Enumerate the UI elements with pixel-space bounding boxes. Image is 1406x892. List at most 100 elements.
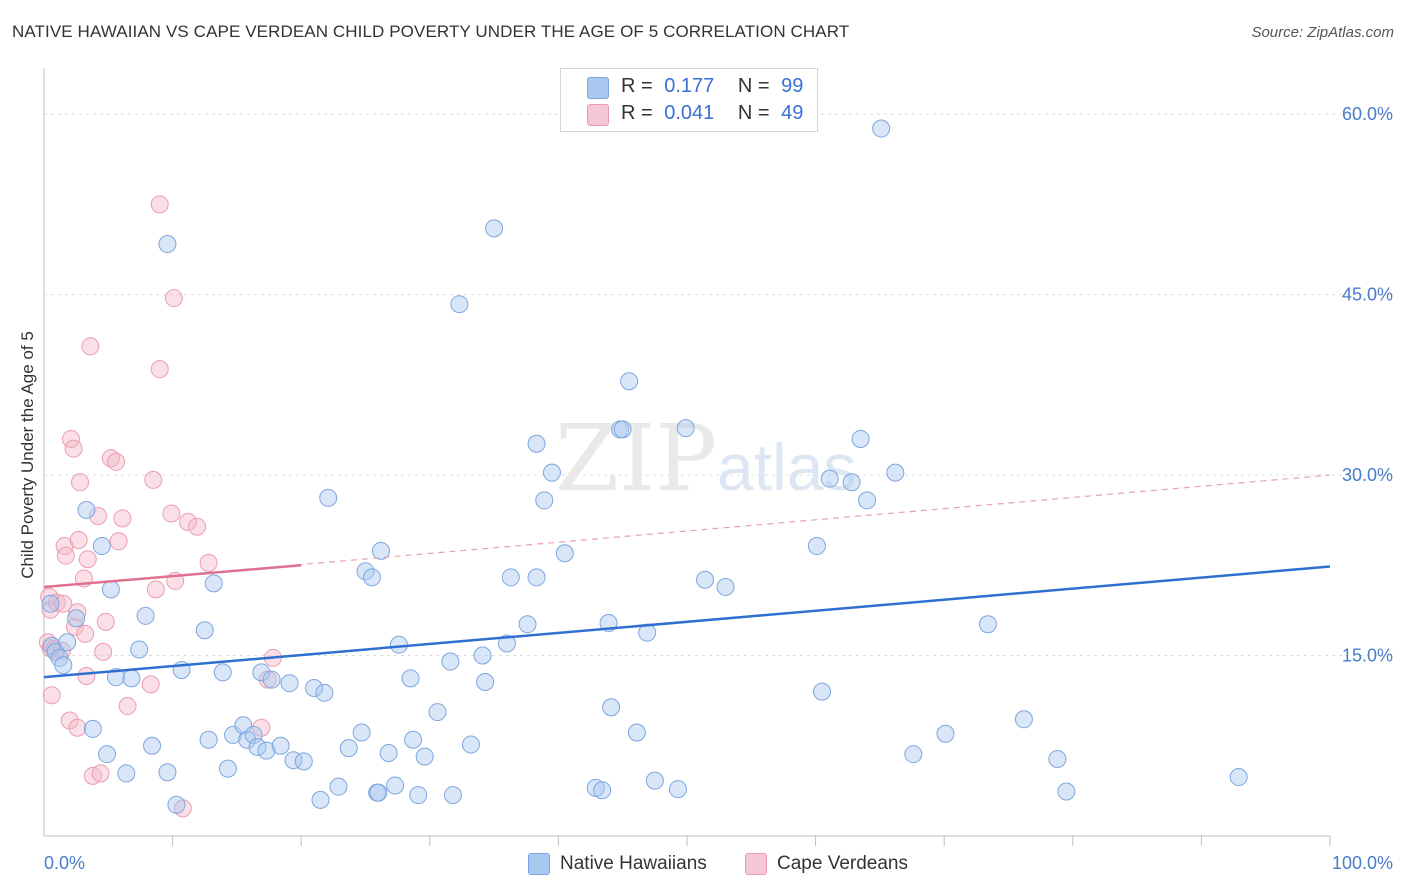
y-tick-label: 45.0% (1342, 285, 1393, 305)
native-hawaiian-point (136, 606, 155, 625)
native-hawaiian-point (107, 668, 126, 687)
cape-verdean-point (141, 675, 160, 694)
chart-source: Source: ZipAtlas.com (1251, 24, 1394, 41)
native-hawaiian-point (98, 745, 117, 764)
native-hawaiian-point (83, 719, 102, 738)
native-hawaiian-point (58, 633, 77, 652)
native-hawaiian-point (518, 615, 537, 634)
legend-n-label: N = (737, 102, 770, 124)
native-hawaiian-point (602, 698, 621, 717)
cape-verdean-point (144, 470, 163, 489)
native-hawaiian-point (294, 752, 313, 771)
native-hawaiian-point (473, 646, 492, 665)
cape-verdean-point (68, 718, 87, 737)
legend-r-label: R = (621, 102, 653, 124)
native-hawaiian-point (329, 777, 348, 796)
bottom-legend-label: Native Hawaiians (560, 853, 707, 874)
legend-swatch-pink (587, 104, 609, 126)
native-hawaiian-point (807, 537, 826, 556)
axes (43, 68, 1331, 846)
native-hawaiian-point (461, 735, 480, 754)
gridlines (44, 113, 1392, 657)
cape-verdean-point (64, 439, 83, 458)
native-hawaiian-point (627, 723, 646, 742)
cape-verdean-point (89, 506, 108, 525)
native-hawaiian-point (851, 429, 870, 448)
cape-verdean-point (199, 553, 218, 572)
native-hawaiian-point (904, 745, 923, 764)
y-tick-label: 30.0% (1342, 465, 1393, 485)
legend-r-value: 0.177 (664, 75, 715, 97)
native-hawaiian-point (311, 790, 330, 809)
native-hawaiian-point (252, 663, 271, 682)
native-hawaiian-point (1229, 768, 1248, 787)
cape-verdean-point (54, 594, 73, 613)
native-hawaiian-point (450, 295, 469, 314)
native-hawaiian-point (257, 741, 276, 760)
native-hawaiian-point (872, 119, 891, 138)
native-hawaiian-point (842, 473, 861, 492)
cape-verdean-point (76, 624, 95, 643)
native-hawaiian-point (262, 670, 281, 689)
native-hawaiian-point (130, 640, 149, 659)
native-hawaiian-point (117, 764, 136, 783)
native-hawaiian-point (409, 786, 428, 805)
cape-verdean-point (252, 718, 271, 737)
legend-n-value: 49 (781, 102, 804, 124)
cape-verdean-point (77, 666, 96, 685)
cape-verdean-point (179, 512, 198, 531)
cape-verdean-point (71, 473, 90, 492)
native-hawaiian-point (497, 634, 516, 653)
native-hawaiian-point (244, 725, 263, 744)
native-hawaiian-point (167, 795, 186, 814)
legend-r-value: 0.041 (664, 102, 715, 124)
cape-verdean-point (56, 546, 75, 565)
native-hawaiian-point (535, 491, 554, 510)
cape-verdean-point (188, 517, 207, 536)
cape-verdean-point (94, 642, 113, 661)
native-hawaiian-point (199, 730, 218, 749)
native-hawaiian-point (54, 656, 73, 675)
native-hawaiian-point (213, 663, 232, 682)
native-hawaiian-point (428, 703, 447, 722)
native-hawaiian-point (936, 724, 955, 743)
native-hawaiian-point (716, 577, 735, 596)
native-hawaiian-point (527, 568, 546, 587)
trend-lines (43, 474, 1331, 679)
legend-swatch-blue (587, 77, 609, 99)
cape-verdean-point (146, 580, 165, 599)
cape-verdean-point (60, 711, 79, 730)
native-hawaiian-point (555, 544, 574, 563)
cape-verdean-point (78, 550, 97, 569)
native-hawaiian-point (1014, 710, 1033, 729)
native-hawaiian-point (379, 743, 398, 762)
native-hawaiian-point (143, 736, 162, 755)
cape-verdean-point (162, 504, 181, 523)
cape-verdean-point (164, 289, 183, 308)
legend-n-value: 99 (781, 75, 804, 97)
native-hawaiians-points (41, 119, 1248, 814)
bottom-legend-swatch-blue (528, 853, 550, 875)
native-hawaiian-point (415, 747, 434, 766)
cape-verdean-point (68, 603, 87, 622)
native-hawaiian-point (542, 463, 561, 482)
cape-verdean-point (150, 195, 169, 214)
cape-verdean-point (258, 670, 277, 689)
native-hawaiian-point (122, 669, 141, 688)
y-tick-label: 15.0% (1342, 646, 1393, 666)
native-hawaiian-point (67, 609, 86, 628)
native-hawaiian-point (92, 537, 111, 556)
cape-verdean-point (91, 764, 110, 783)
y-axis-title: Child Poverty Under the Age of 5 (18, 331, 37, 579)
native-hawaiian-point (620, 372, 639, 391)
chart-title: NATIVE HAWAIIAN VS CAPE VERDEAN CHILD PO… (12, 22, 850, 41)
native-hawaiian-point (280, 674, 299, 693)
native-hawaiian-point (613, 420, 632, 439)
native-hawaiian-point (485, 219, 504, 238)
native-hawaiian-point (813, 682, 832, 701)
native-hawaiian-point (668, 780, 687, 799)
native-hawaiian-point (271, 736, 290, 755)
cape-verdean-point (69, 531, 88, 550)
native-hawaiian-point (158, 763, 177, 782)
